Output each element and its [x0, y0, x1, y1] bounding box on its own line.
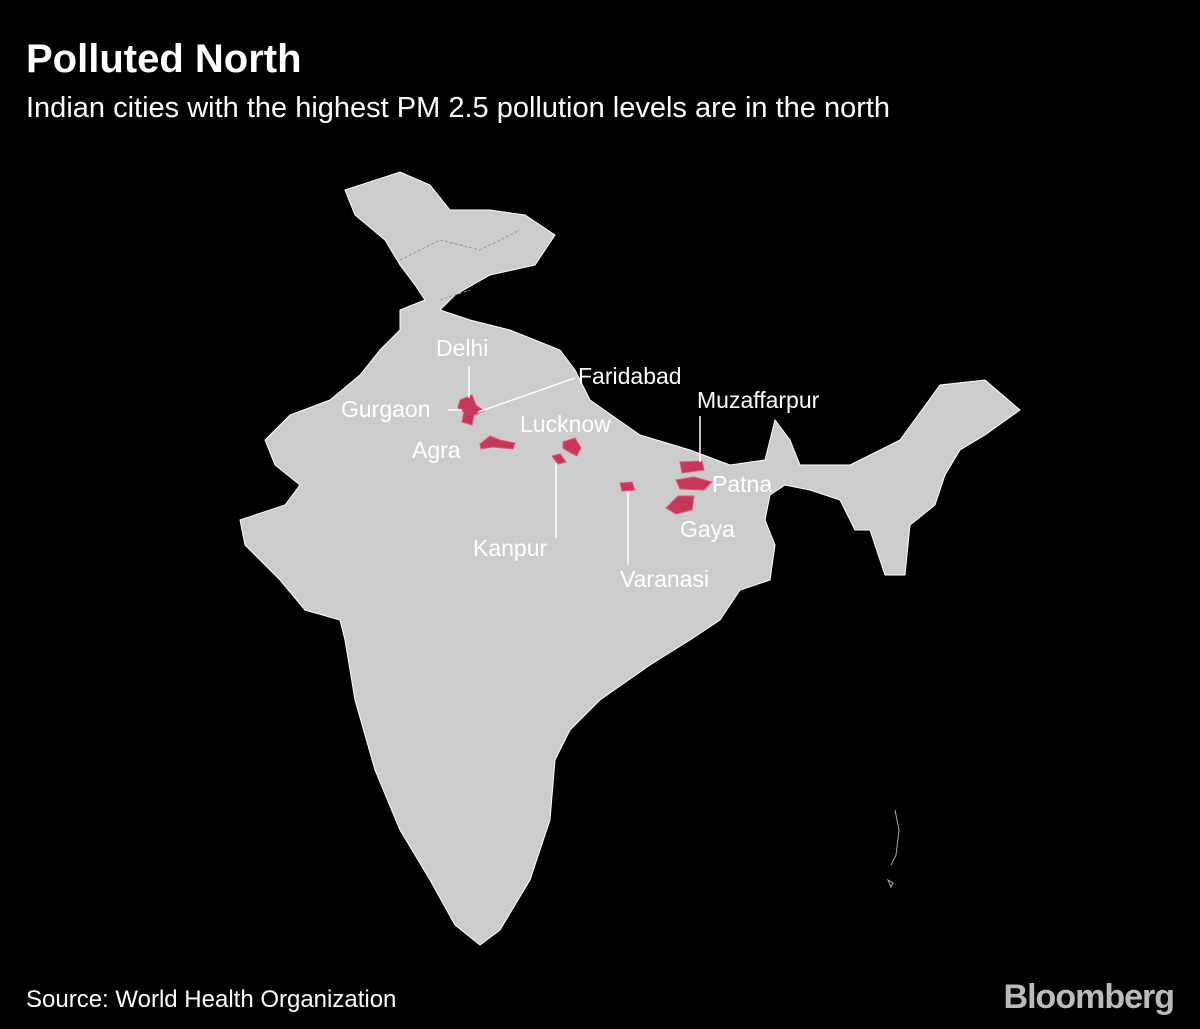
city-label: Patna	[712, 471, 772, 497]
city-label: Gurgaon	[341, 396, 431, 422]
city-label: Muzaffarpur	[697, 387, 820, 413]
city-areas	[457, 394, 713, 515]
city-area	[551, 453, 567, 465]
city-area	[562, 437, 582, 457]
city-area	[619, 481, 636, 492]
leader-lines	[448, 366, 701, 565]
state-border	[399, 229, 521, 301]
title: Polluted North	[26, 37, 302, 81]
city-label: Lucknow	[520, 411, 611, 437]
city-label: Gaya	[680, 516, 735, 542]
city-area	[679, 460, 705, 474]
city-label: Agra	[412, 437, 461, 463]
city-area	[665, 495, 695, 515]
city-label: Delhi	[436, 335, 488, 361]
city-area	[675, 476, 713, 491]
subtitle: Indian cities with the highest PM 2.5 po…	[26, 92, 890, 124]
source: Source: World Health Organization	[26, 986, 396, 1013]
logo: Bloomberg	[1004, 978, 1174, 1016]
islands	[886, 809, 900, 889]
city-label: Kanpur	[473, 535, 548, 561]
city-label: Varanasi	[620, 566, 709, 592]
city-label: Faridabad	[578, 363, 682, 389]
city-area	[479, 435, 516, 450]
india-outline	[239, 171, 1021, 946]
